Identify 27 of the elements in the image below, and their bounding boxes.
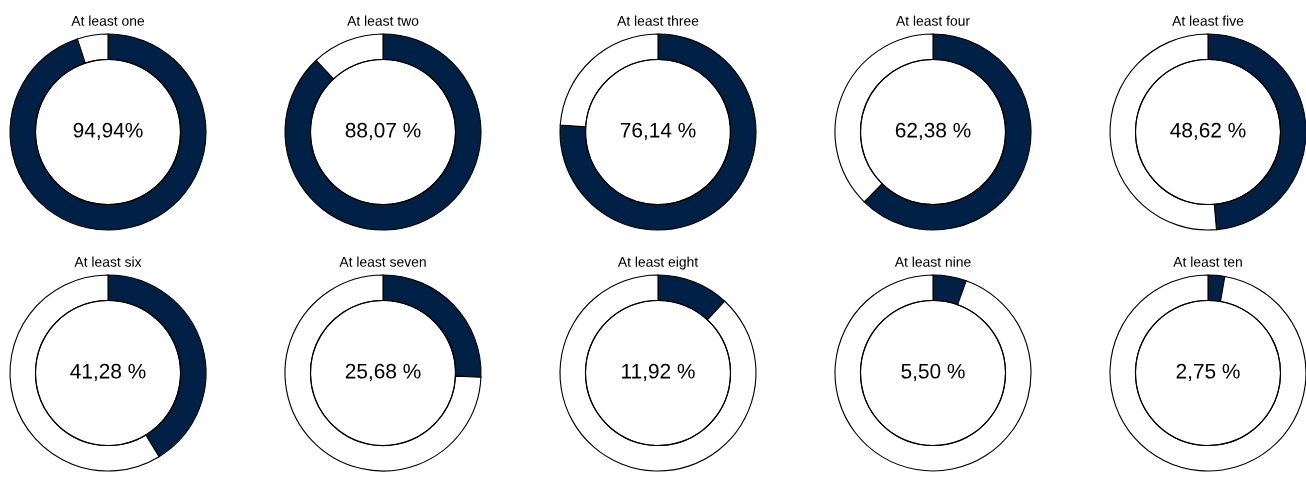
donut-slice (834, 274, 1032, 472)
chart-title: At least five (1172, 15, 1244, 26)
donut-slice (284, 274, 482, 472)
donut-slice (1109, 274, 1306, 472)
text: 48,62 % (1170, 122, 1246, 141)
chart-title: At least eight (617, 256, 699, 270)
chart-title: At least six (74, 256, 142, 267)
chart-title: At least four (895, 15, 970, 26)
donut-slice (559, 33, 757, 231)
text: 2,75 % (1176, 363, 1240, 382)
chart-title: At least three (617, 15, 699, 26)
chart-title: At least two (347, 15, 419, 26)
text: 25,68 % (345, 363, 421, 382)
donut-slice (559, 274, 757, 472)
donut-slice (284, 33, 482, 231)
text: 94,94% (73, 122, 143, 141)
chart-title: At least nine (894, 256, 971, 267)
text: 41,28 % (70, 363, 146, 382)
donut-slice (9, 33, 207, 231)
text: 76,14 % (620, 122, 696, 141)
text: 11,92 % (622, 363, 695, 382)
text: 88,07 % (345, 122, 421, 141)
text: 5,50 % (901, 363, 965, 382)
chart-title: At least one (71, 15, 145, 26)
text: 62,38 % (895, 122, 971, 141)
chart-title: At least seven (339, 256, 426, 267)
chart-title: At least ten (1173, 256, 1242, 267)
